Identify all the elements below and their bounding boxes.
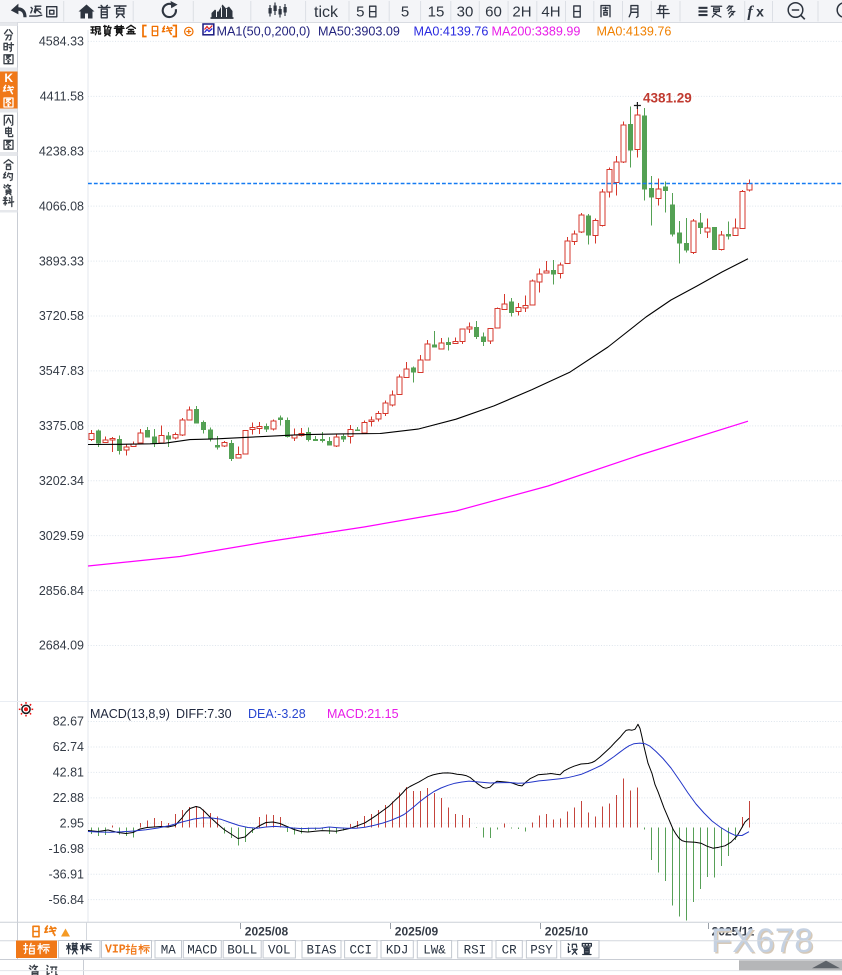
svg-text:-36.91: -36.91: [49, 867, 84, 881]
svg-text:K: K: [4, 71, 13, 85]
svg-text:MA200:3389.99: MA200:3389.99: [492, 25, 581, 39]
svg-text:3893.33: 3893.33: [39, 254, 84, 268]
svg-text:DIFF:7.30: DIFF:7.30: [176, 707, 232, 721]
svg-text:4411.58: 4411.58: [40, 90, 84, 104]
svg-text:VIP: VIP: [105, 944, 126, 957]
svg-text:LW&: LW&: [423, 944, 446, 958]
svg-text:2856.84: 2856.84: [39, 584, 84, 598]
svg-text:RSI: RSI: [464, 944, 487, 958]
svg-text:CR: CR: [502, 944, 518, 958]
svg-text:82.67: 82.67: [53, 715, 84, 729]
svg-text:2.95: 2.95: [60, 817, 84, 831]
svg-text:4238.83: 4238.83: [39, 144, 84, 158]
svg-text:2025/10: 2025/10: [545, 925, 589, 939]
svg-text:4381.29: 4381.29: [643, 91, 692, 106]
svg-text:MA: MA: [161, 944, 177, 958]
svg-text:CCI: CCI: [350, 944, 373, 958]
svg-text:15: 15: [428, 4, 445, 21]
svg-text:2025/08: 2025/08: [245, 925, 289, 939]
svg-text:MA1(50,0,200,0): MA1(50,0,200,0): [217, 25, 311, 39]
svg-text:MACD:21.15: MACD:21.15: [327, 707, 399, 721]
svg-text:-56.84: -56.84: [49, 893, 84, 907]
svg-text:2684.09: 2684.09: [39, 639, 84, 653]
svg-text:42.81: 42.81: [53, 766, 84, 780]
svg-text:f: f: [747, 4, 754, 21]
svg-text:4584.33: 4584.33: [39, 35, 84, 49]
svg-text:-16.98: -16.98: [49, 842, 84, 856]
svg-text:3720.58: 3720.58: [39, 309, 84, 323]
svg-text:22.88: 22.88: [53, 791, 84, 805]
svg-text:3202.34: 3202.34: [39, 474, 84, 488]
svg-text:2025/11: 2025/11: [712, 925, 755, 939]
svg-text:FX678: FX678: [713, 924, 816, 962]
svg-text:4066.08: 4066.08: [39, 199, 84, 213]
svg-text:60: 60: [485, 4, 502, 21]
svg-text:62.74: 62.74: [53, 740, 84, 754]
svg-text:5: 5: [356, 4, 364, 21]
svg-text:2H: 2H: [512, 4, 531, 21]
svg-text:30: 30: [457, 4, 474, 21]
svg-text:DEA:-3.28: DEA:-3.28: [248, 707, 306, 721]
svg-text:VOL: VOL: [268, 944, 291, 958]
svg-text:MA0:4139.76: MA0:4139.76: [414, 25, 489, 39]
svg-text:MA0:4139.76: MA0:4139.76: [597, 25, 672, 39]
svg-text:MA50:3903.09: MA50:3903.09: [318, 25, 400, 39]
svg-text:3547.83: 3547.83: [39, 364, 84, 378]
svg-text:3029.59: 3029.59: [39, 529, 84, 543]
svg-text:x: x: [756, 4, 764, 20]
svg-text:5: 5: [401, 4, 409, 21]
svg-text:3375.08: 3375.08: [39, 419, 84, 433]
svg-text:KDJ: KDJ: [386, 944, 409, 958]
svg-text:MACD(13,8,9): MACD(13,8,9): [90, 707, 170, 721]
svg-text:PSY: PSY: [530, 944, 553, 958]
svg-text:BOLL: BOLL: [227, 944, 257, 958]
svg-text:tick: tick: [314, 4, 339, 21]
svg-text:2025/09: 2025/09: [395, 925, 439, 939]
svg-text:MACD: MACD: [187, 944, 217, 958]
svg-text:4H: 4H: [541, 4, 560, 21]
svg-text:BIAS: BIAS: [306, 944, 336, 958]
